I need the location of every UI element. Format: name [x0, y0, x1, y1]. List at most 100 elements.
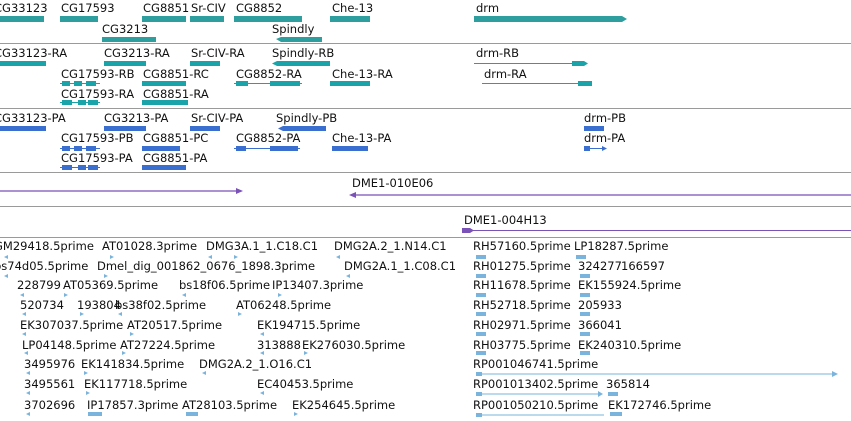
- est-label[interactable]: bs18f06.5prime: [179, 278, 271, 292]
- est-label[interactable]: AT28103.5prime: [182, 398, 278, 412]
- protein-label[interactable]: drm-PA: [584, 131, 626, 145]
- gene-label[interactable]: CG3213: [102, 22, 149, 36]
- est-label[interactable]: 3495561: [24, 377, 76, 391]
- protein-bar: [74, 146, 82, 151]
- transcript-label[interactable]: CG8851-RC: [143, 67, 209, 81]
- est-label[interactable]: DMG2A.1_1.C08.C1: [344, 259, 457, 273]
- est-label[interactable]: EK254645.5prime: [292, 398, 396, 412]
- transcript-bar: [62, 81, 70, 86]
- transcript-label[interactable]: Sr-CIV-RA: [191, 46, 245, 60]
- est-label[interactable]: EK276030.5prime: [302, 338, 406, 352]
- transcript-label[interactable]: CG33123-RA: [0, 46, 68, 60]
- protein-label[interactable]: CG33123-PA: [0, 111, 66, 125]
- protein-label[interactable]: CG8851-PA: [143, 151, 208, 165]
- gene-label[interactable]: CG33123: [0, 1, 48, 15]
- gene-bar: [142, 16, 186, 22]
- est-label[interactable]: EK155924.5prime: [578, 278, 682, 292]
- est-label[interactable]: RP001050210.5prime: [473, 398, 599, 412]
- est-label[interactable]: AT27224.5prime: [120, 338, 216, 352]
- gene-label[interactable]: drm: [476, 1, 500, 15]
- protein-label[interactable]: CG17593-PA: [61, 151, 133, 165]
- est-label[interactable]: RP001046741.5prime: [473, 357, 599, 371]
- est-label[interactable]: EC40453.5prime: [257, 377, 354, 391]
- transcript-glyphs: [0, 61, 592, 105]
- est-label[interactable]: LP04148.5prime: [22, 338, 117, 352]
- est-label[interactable]: RH02971.5prime: [473, 318, 571, 332]
- transcript-label[interactable]: CG8851-RA: [143, 87, 209, 101]
- genes-track: CG33123 CG17593 CG8851 Sr-CIV CG8852 Che…: [0, 0, 851, 42]
- transcript-label[interactable]: drm-RA: [484, 67, 527, 81]
- est-label[interactable]: 205933: [578, 298, 622, 312]
- est-label[interactable]: AT01028.3prime: [102, 239, 198, 253]
- gene-label[interactable]: CG17593: [61, 1, 115, 15]
- clone-label[interactable]: DME1-004H13: [464, 213, 547, 227]
- est-label[interactable]: 3702696: [24, 398, 76, 412]
- transcript-label[interactable]: Che-13-RA: [332, 67, 393, 81]
- est-label[interactable]: LP18287.5prime: [574, 239, 669, 253]
- est-label[interactable]: bs74d05.5prime: [0, 259, 89, 273]
- est-label[interactable]: EK141834.5prime: [81, 357, 185, 371]
- est-label[interactable]: IP17857.3prime: [87, 398, 179, 412]
- est-label[interactable]: 365814: [606, 377, 650, 391]
- est-label[interactable]: 228799: [17, 278, 61, 292]
- est-label[interactable]: EK240310.5prime: [578, 338, 682, 352]
- est-label[interactable]: 366041: [578, 318, 622, 332]
- protein-label[interactable]: CG8851-PC: [143, 131, 209, 145]
- clone-label[interactable]: DME1-010E06: [352, 176, 434, 190]
- est-label[interactable]: RH11678.5prime: [473, 278, 571, 292]
- transcript-label[interactable]: CG17593-RB: [61, 67, 135, 81]
- transcript-label[interactable]: drm-RB: [476, 46, 520, 60]
- gene-bar: [0, 16, 44, 22]
- gene-label[interactable]: CG8851: [143, 1, 190, 15]
- est-label[interactable]: RH57160.5prime: [473, 239, 571, 253]
- est-label[interactable]: RP001013402.5prime: [473, 377, 599, 391]
- est-label[interactable]: RH01275.5prime: [473, 259, 571, 273]
- protein-label[interactable]: CG17593-PB: [61, 131, 134, 145]
- est-label[interactable]: DMG2A.2_1.N14.C1: [334, 239, 447, 253]
- protein-label[interactable]: Che-13-PA: [332, 131, 392, 145]
- protein-label[interactable]: CG8852-PA: [236, 131, 301, 145]
- est-label[interactable]: EK194715.5prime: [257, 318, 361, 332]
- protein-bar: [88, 165, 98, 170]
- est-label[interactable]: 520734: [20, 298, 64, 312]
- est-label[interactable]: 3495976: [24, 357, 76, 371]
- protein-label[interactable]: drm-PB: [584, 111, 627, 125]
- est-label[interactable]: 324277: [578, 259, 622, 273]
- transcript-label[interactable]: CG17593-RA: [61, 87, 135, 101]
- protein-label[interactable]: CG3213-PA: [104, 111, 169, 125]
- est-label[interactable]: EK172746.5prime: [608, 398, 712, 412]
- est-label[interactable]: bs38f02.5prime: [115, 298, 207, 312]
- gene-label[interactable]: Sr-CIV: [191, 1, 226, 15]
- est-label[interactable]: AT06248.5prime: [236, 298, 332, 312]
- transcript-label[interactable]: CG3213-RA: [104, 46, 170, 60]
- protein-label[interactable]: Spindly-PB: [276, 111, 338, 125]
- gene-bar: [60, 16, 98, 22]
- est-label[interactable]: DMG3A.1_1.C18.C1: [206, 239, 319, 253]
- transcript-label[interactable]: CG8852-RA: [236, 67, 302, 81]
- est-label[interactable]: GM29418.5prime: [0, 239, 94, 253]
- est-label[interactable]: 313888: [257, 338, 301, 352]
- gene-label[interactable]: Spindly: [272, 22, 315, 36]
- transcript-bar: [78, 100, 86, 105]
- clone-track-2: DME1-004H13: [0, 207, 851, 237]
- protein-label[interactable]: Sr-CIV-PA: [191, 111, 244, 125]
- est-label[interactable]: DMG2A.2_1.O16.C1: [199, 357, 313, 371]
- gene-label[interactable]: CG8852: [236, 1, 283, 15]
- est-label[interactable]: AT20517.5prime: [127, 318, 223, 332]
- transcript-label[interactable]: Spindly-RB: [272, 46, 335, 60]
- est-label[interactable]: RH03775.5prime: [473, 338, 571, 352]
- est-label[interactable]: IP13407.3prime: [272, 278, 364, 292]
- est-label[interactable]: RH52718.5prime: [473, 298, 571, 312]
- transcript-bar: [330, 81, 370, 86]
- est-label[interactable]: Dmel_dig_001862_0676_1898.3prime: [97, 259, 316, 273]
- protein-bar: [86, 146, 96, 151]
- est-label[interactable]: 193804: [77, 298, 121, 312]
- est-label[interactable]: 166597: [621, 259, 665, 273]
- est-label[interactable]: EK117718.5prime: [84, 377, 188, 391]
- track-separator: [0, 237, 851, 238]
- gene-label[interactable]: Che-13: [332, 1, 374, 15]
- est-label[interactable]: AT05369.5prime: [63, 278, 159, 292]
- est-label[interactable]: EK307037.5prime: [20, 318, 124, 332]
- transcript-bar: [474, 63, 584, 64]
- transcript-bar: [190, 61, 220, 66]
